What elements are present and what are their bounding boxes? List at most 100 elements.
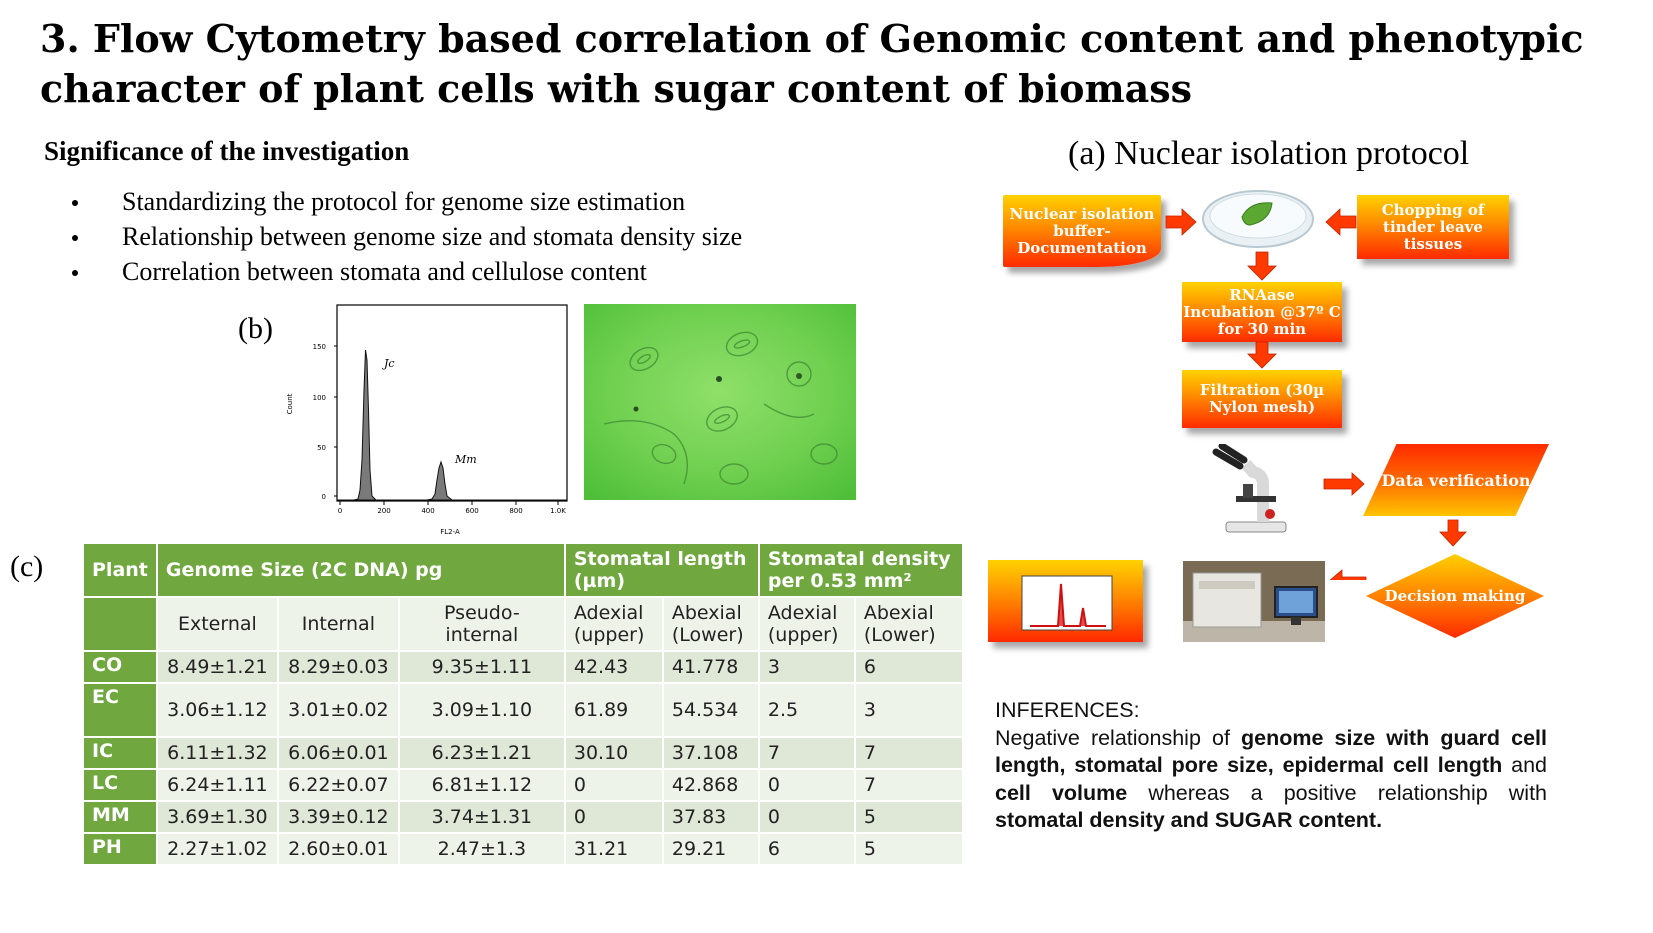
table-cell: 3.01±0.02 xyxy=(278,684,398,736)
inference-text: and xyxy=(1502,753,1547,777)
list-item-text: Standardizing the protocol for genome si… xyxy=(122,187,686,216)
table-cell: 0 xyxy=(565,770,662,800)
table-row: EC 3.06±1.12 3.01±0.02 3.09±1.10 61.89 5… xyxy=(84,684,962,736)
table-cell-plant: CO xyxy=(84,652,156,682)
table-cell: 6 xyxy=(855,652,962,682)
table-cell-plant: MM xyxy=(84,802,156,832)
y-tick-label: 0 xyxy=(322,493,326,501)
flow-cytometry-histogram: 0 50 100 150 0 200 400 600 800 1.0K FL2-… xyxy=(286,304,568,536)
table-cell: 7 xyxy=(759,738,854,768)
table-cell: 2.60±0.01 xyxy=(278,834,398,864)
inferences-heading: INFERENCES: xyxy=(995,698,1140,722)
table-row: IC 6.11±1.32 6.06±0.01 6.23±1.21 30.10 3… xyxy=(84,738,962,768)
arrow-down-icon xyxy=(1247,251,1277,281)
table-cell: 0 xyxy=(759,802,854,832)
table-cell: 3.69±1.30 xyxy=(157,802,277,832)
y-tick-label: 100 xyxy=(313,394,326,402)
peak-label: Mm xyxy=(454,453,477,466)
table-cell-plant: EC xyxy=(84,684,156,736)
table-cell: 6.24±1.11 xyxy=(157,770,277,800)
table-row: CO 8.49±1.21 8.29±0.03 9.35±1.11 42.43 4… xyxy=(84,652,962,682)
arrow-left-icon xyxy=(1325,208,1357,236)
table-subheader: Adexial (upper) xyxy=(759,598,854,650)
table-cell: 0 xyxy=(759,770,854,800)
panel-c-label: (c) xyxy=(10,550,44,583)
table-subheader: Internal xyxy=(278,598,398,650)
y-tick-label: 50 xyxy=(317,444,326,452)
table-header-stomatal-length: Stomatal length (µm) xyxy=(565,544,758,596)
table-cell: 5 xyxy=(855,802,962,832)
x-tick-label: 600 xyxy=(465,507,478,515)
table-cell: 3.74±1.31 xyxy=(399,802,564,832)
table-cell: 8.29±0.03 xyxy=(278,652,398,682)
table-cell: 41.778 xyxy=(663,652,758,682)
result-histogram-image xyxy=(1021,575,1113,631)
table-cell: 3 xyxy=(855,684,962,736)
table-cell: 2.5 xyxy=(759,684,854,736)
y-tick-label: 150 xyxy=(313,343,326,351)
peak-jc xyxy=(353,349,378,501)
table-cell: 37.83 xyxy=(663,802,758,832)
table-cell: 61.89 xyxy=(565,684,662,736)
table-cell: 6.23±1.21 xyxy=(399,738,564,768)
petri-dish-icon xyxy=(1202,190,1314,248)
table-cell: 9.35±1.11 xyxy=(399,652,564,682)
arrow-right-icon xyxy=(1165,208,1197,236)
x-tick-label: 800 xyxy=(509,507,522,515)
table-cell: 2.47±1.3 xyxy=(399,834,564,864)
arrow-down-icon xyxy=(1439,519,1467,547)
significance-list: Standardizing the protocol for genome si… xyxy=(66,184,742,289)
genome-stomata-table: Plant Genome Size (2C DNA) pg Stomatal l… xyxy=(82,542,964,866)
x-tick-label: 400 xyxy=(421,507,434,515)
table-cell: 0 xyxy=(565,802,662,832)
table-cell: 31.21 xyxy=(565,834,662,864)
arrow-down-icon xyxy=(1247,341,1277,369)
table-cell: 42.43 xyxy=(565,652,662,682)
table-cell: 3.06±1.12 xyxy=(157,684,277,736)
panel-b-label: (b) xyxy=(238,312,273,345)
list-item-text: Relationship between genome size and sto… xyxy=(122,222,743,251)
peak-label: Jc xyxy=(382,357,395,370)
flowchart-arrows xyxy=(1165,208,1467,580)
table-row: PH 2.27±1.02 2.60±0.01 2.47±1.3 31.21 29… xyxy=(84,834,962,864)
inference-bold-text: stomatal density and SUGAR content. xyxy=(995,808,1383,832)
table-cell-plant: IC xyxy=(84,738,156,768)
list-item: Relationship between genome size and sto… xyxy=(66,219,742,254)
table-cell: 3.09±1.10 xyxy=(399,684,564,736)
table-cell: 6 xyxy=(759,834,854,864)
histogram-frame xyxy=(336,304,568,502)
table-subheader: External xyxy=(157,598,277,650)
inference-bold-text: cell volume xyxy=(995,780,1128,805)
flow-step-rnaase: RNAase Incubation @37º C for 30 min xyxy=(1182,282,1342,342)
bullet-icon xyxy=(72,200,78,206)
table-cell: 29.21 xyxy=(663,834,758,864)
inferences-section: INFERENCES: Negative relationship of gen… xyxy=(995,697,1547,835)
table-cell: 3 xyxy=(759,652,854,682)
bullet-icon xyxy=(72,270,78,276)
table-cell: 42.868 xyxy=(663,770,758,800)
flow-cytometer-photo xyxy=(1183,561,1325,642)
flow-step-buffer: Nuclear isolation buffer-Documentation xyxy=(1003,195,1161,267)
list-item: Correlation between stomata and cellulos… xyxy=(66,254,742,289)
table-row: MM 3.69±1.30 3.39±0.12 3.74±1.31 0 37.83… xyxy=(84,802,962,832)
table-subheader: Abexial (Lower) xyxy=(663,598,758,650)
table-cell-plant: PH xyxy=(84,834,156,864)
peak-mm xyxy=(426,460,454,501)
x-tick-label: 0 xyxy=(338,507,342,515)
table-cell: 8.49±1.21 xyxy=(157,652,277,682)
flow-step-filtration: Filtration (30µ Nylon mesh) xyxy=(1182,370,1342,428)
table-cell: 6.22±0.07 xyxy=(278,770,398,800)
table-cell: 54.534 xyxy=(663,684,758,736)
significance-heading: Significance of the investigation xyxy=(44,136,410,166)
table-subheader: Abexial (Lower) xyxy=(855,598,962,650)
table-header-plant: Plant xyxy=(84,544,156,596)
table-cell: 7 xyxy=(855,770,962,800)
table-cell: 5 xyxy=(855,834,962,864)
list-item-text: Correlation between stomata and cellulos… xyxy=(122,257,647,286)
table-header-blank xyxy=(84,598,156,650)
y-axis-label: Count xyxy=(286,393,294,414)
arrow-right-icon xyxy=(1323,472,1365,496)
bullet-icon xyxy=(72,235,78,241)
table-subheader: Adexial (upper) xyxy=(565,598,662,650)
table-cell: 6.11±1.32 xyxy=(157,738,277,768)
